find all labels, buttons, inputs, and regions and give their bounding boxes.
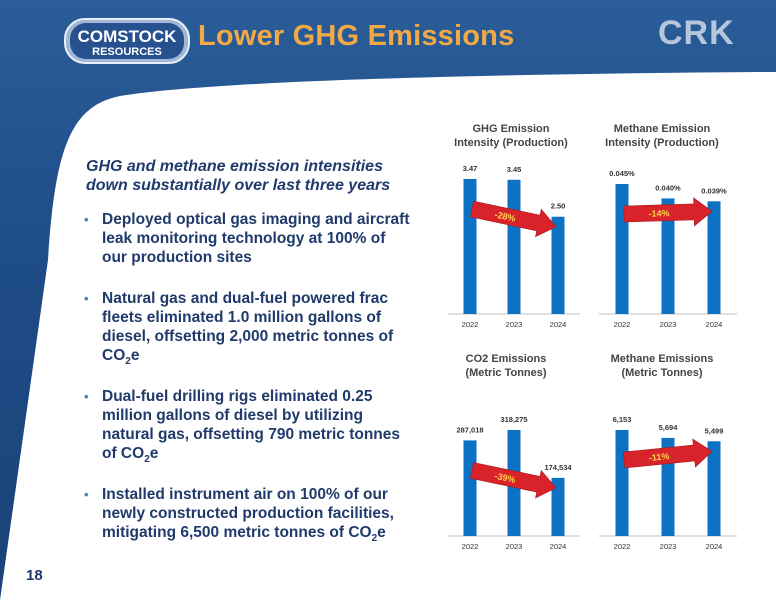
logo-line1: COMSTOCK (78, 27, 178, 46)
tick-label: 2022 (614, 320, 631, 329)
chart-title: CO2 Emissions (Metric Tonnes) (465, 353, 547, 379)
bar (507, 179, 521, 314)
page-title: Lower GHG Emissions (198, 20, 515, 52)
tick-label: 2022 (614, 542, 631, 551)
chart-title: Methane Emissions (Metric Tonnes) (610, 353, 714, 379)
bullet-list: • Deployed optical gas imaging and aircra… (84, 210, 414, 564)
bullet-item: • Installed instrument air on 100% of our… (84, 486, 394, 545)
data-label: 5,499 (705, 426, 724, 435)
bullet-item: • Natural gas and dual-fuel powered frac … (84, 290, 394, 368)
tick-label: 2023 (506, 542, 523, 551)
change-label: -14% (648, 208, 669, 219)
data-label: 3.45 (507, 165, 522, 174)
data-label: 0.040% (655, 183, 681, 192)
bar (615, 430, 629, 536)
data-label: 6,153 (613, 415, 632, 424)
bar (551, 477, 565, 536)
change-label: -11% (648, 451, 669, 463)
intro-text: GHG and methane emission intensities dow… (86, 158, 391, 194)
tick-label: 2022 (462, 320, 479, 329)
data-label: 3.47 (463, 164, 478, 173)
bar (707, 441, 721, 536)
trend-arrow: -11% (622, 438, 713, 469)
tick-label: 2024 (550, 320, 567, 329)
tick-label: 2022 (462, 542, 479, 551)
bar (551, 216, 565, 314)
tick-label: 2024 (706, 542, 723, 551)
data-label: 0.045% (609, 169, 635, 178)
data-label: 2.50 (551, 202, 566, 211)
bullet-item: • Dual-fuel drilling rigs eliminated 0.25… (84, 388, 401, 466)
bar (463, 440, 477, 536)
page-number: 18 (26, 567, 43, 584)
bar (615, 184, 629, 314)
bullet-dot-icon: • (84, 389, 89, 405)
tick-label: 2023 (660, 320, 677, 329)
chart-title: GHG Emission Intensity (Production) (454, 123, 568, 149)
tick-label: 2024 (706, 320, 723, 329)
comstock-logo: COMSTOCK RESOURCES (64, 18, 190, 64)
data-label: 5,694 (659, 423, 679, 432)
trend-arrow: -28% (469, 200, 557, 238)
change-label: -39% (494, 471, 517, 485)
brand-mark: CRK (658, 14, 735, 52)
tick-label: 2024 (550, 542, 567, 551)
bar (661, 198, 675, 314)
tick-label: 2023 (660, 542, 677, 551)
trend-arrow: -39% (470, 462, 557, 499)
bar (463, 179, 477, 314)
trend-arrow: -14% (623, 197, 713, 227)
bullet-item: • Deployed optical gas imaging and aircra… (84, 211, 410, 266)
data-label: 287,018 (456, 425, 483, 434)
trend-arrow-shape (623, 197, 713, 227)
bullet-dot-icon: • (84, 291, 89, 307)
data-label: 318,275 (500, 415, 527, 424)
chart-title: Methane Emission Intensity (Production) (605, 123, 719, 149)
logo-line2: RESOURCES (92, 46, 162, 58)
data-label: 0.039% (701, 186, 727, 195)
change-label: -28% (494, 209, 517, 223)
trend-arrow-shape (622, 438, 713, 469)
bullet-dot-icon: • (84, 487, 89, 503)
trend-arrow-shape (470, 462, 557, 499)
tick-label: 2023 (506, 320, 523, 329)
bar (707, 201, 721, 314)
bullet-dot-icon: • (84, 212, 89, 227)
data-label: 174,534 (544, 463, 572, 472)
trend-arrow-shape (469, 200, 557, 238)
